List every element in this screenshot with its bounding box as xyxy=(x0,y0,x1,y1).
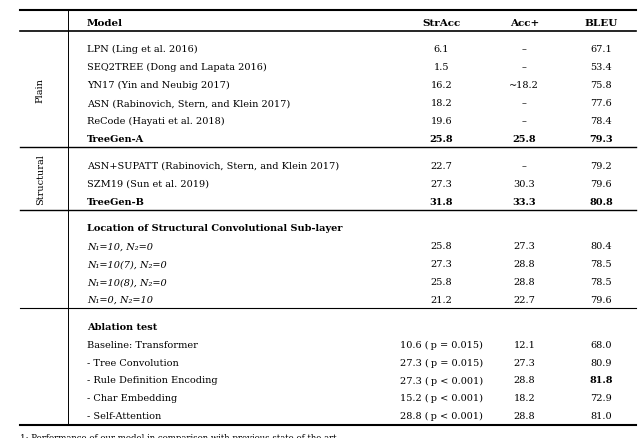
Text: Model: Model xyxy=(87,18,123,28)
Text: 6.1: 6.1 xyxy=(433,45,449,54)
Text: 78.5: 78.5 xyxy=(590,277,612,286)
Text: LPN (Ling et al. 2016): LPN (Ling et al. 2016) xyxy=(87,45,198,54)
Text: 1: Performance of our model in comparison with previous state of the art...: 1: Performance of our model in compariso… xyxy=(20,433,345,438)
Text: 25.8: 25.8 xyxy=(513,134,536,144)
Text: –: – xyxy=(522,161,527,170)
Text: 16.2: 16.2 xyxy=(431,81,452,90)
Text: StrAcc: StrAcc xyxy=(422,18,460,28)
Text: Location of Structural Convolutional Sub-layer: Location of Structural Convolutional Sub… xyxy=(87,224,342,233)
Text: 27.3: 27.3 xyxy=(513,242,535,251)
Text: 67.1: 67.1 xyxy=(590,45,612,54)
Text: 28.8: 28.8 xyxy=(513,277,535,286)
Text: - Rule Definition Encoding: - Rule Definition Encoding xyxy=(87,376,218,385)
Text: SZM19 (Sun et al. 2019): SZM19 (Sun et al. 2019) xyxy=(87,179,209,188)
Text: 78.4: 78.4 xyxy=(590,117,612,126)
Text: 25.8: 25.8 xyxy=(429,134,453,144)
Text: 68.0: 68.0 xyxy=(590,340,612,349)
Text: 27.3 ( p = 0.015): 27.3 ( p = 0.015) xyxy=(400,358,483,367)
Text: SEQ2TREE (Dong and Lapata 2016): SEQ2TREE (Dong and Lapata 2016) xyxy=(87,63,267,72)
Text: –: – xyxy=(522,117,527,126)
Text: Structural: Structural xyxy=(36,154,45,205)
Text: 18.2: 18.2 xyxy=(431,99,452,108)
Text: N₁=10(8), N₂=0: N₁=10(8), N₂=0 xyxy=(87,277,166,286)
Text: ~18.2: ~18.2 xyxy=(509,81,540,90)
Text: ASN (Rabinovich, Stern, and Klein 2017): ASN (Rabinovich, Stern, and Klein 2017) xyxy=(87,99,290,108)
Text: –: – xyxy=(522,45,527,54)
Text: 33.3: 33.3 xyxy=(513,197,536,206)
Text: 28.8 ( p < 0.001): 28.8 ( p < 0.001) xyxy=(400,411,483,420)
Text: 15.2 ( p < 0.001): 15.2 ( p < 0.001) xyxy=(400,393,483,403)
Text: –: – xyxy=(522,99,527,108)
Text: 27.3: 27.3 xyxy=(430,179,452,188)
Text: –: – xyxy=(522,63,527,72)
Text: 79.2: 79.2 xyxy=(590,161,612,170)
Text: 75.8: 75.8 xyxy=(590,81,612,90)
Text: N₁=0, N₂=10: N₁=0, N₂=10 xyxy=(87,295,153,304)
Text: 72.9: 72.9 xyxy=(590,393,612,403)
Text: 25.8: 25.8 xyxy=(431,277,452,286)
Text: 19.6: 19.6 xyxy=(431,117,452,126)
Text: 27.3: 27.3 xyxy=(513,358,535,367)
Text: N₁=10(7), N₂=0: N₁=10(7), N₂=0 xyxy=(87,260,166,268)
Text: Plain: Plain xyxy=(36,78,45,102)
Text: 28.8: 28.8 xyxy=(513,376,535,385)
Text: ASN+SUPATT (Rabinovich, Stern, and Klein 2017): ASN+SUPATT (Rabinovich, Stern, and Klein… xyxy=(87,161,339,170)
Text: ReCode (Hayati et al. 2018): ReCode (Hayati et al. 2018) xyxy=(87,117,225,126)
Text: - Tree Convolution: - Tree Convolution xyxy=(87,358,179,367)
Text: YN17 (Yin and Neubig 2017): YN17 (Yin and Neubig 2017) xyxy=(87,81,230,90)
Text: 30.3: 30.3 xyxy=(513,179,535,188)
Text: 27.3 ( p < 0.001): 27.3 ( p < 0.001) xyxy=(400,375,483,385)
Text: 22.7: 22.7 xyxy=(430,161,452,170)
Text: Acc+: Acc+ xyxy=(509,18,539,28)
Text: 1.5: 1.5 xyxy=(433,63,449,72)
Text: Baseline: Transformer: Baseline: Transformer xyxy=(87,340,198,349)
Text: 28.8: 28.8 xyxy=(513,411,535,420)
Text: 53.4: 53.4 xyxy=(590,63,612,72)
Text: 81.8: 81.8 xyxy=(589,376,612,385)
Text: - Char Embedding: - Char Embedding xyxy=(87,393,177,403)
Text: 81.0: 81.0 xyxy=(590,411,612,420)
Text: 21.2: 21.2 xyxy=(430,295,452,304)
Text: 80.4: 80.4 xyxy=(590,242,612,251)
Text: 31.8: 31.8 xyxy=(429,197,453,206)
Text: 10.6 ( p = 0.015): 10.6 ( p = 0.015) xyxy=(400,340,483,349)
Text: 77.6: 77.6 xyxy=(590,99,612,108)
Text: 80.9: 80.9 xyxy=(590,358,612,367)
Text: 18.2: 18.2 xyxy=(513,393,535,403)
Text: N₁=10, N₂=0: N₁=10, N₂=0 xyxy=(87,242,153,251)
Text: 28.8: 28.8 xyxy=(513,260,535,268)
Text: 12.1: 12.1 xyxy=(513,340,535,349)
Text: 25.8: 25.8 xyxy=(431,242,452,251)
Text: Ablation test: Ablation test xyxy=(87,322,157,331)
Text: 80.8: 80.8 xyxy=(589,197,613,206)
Text: 27.3: 27.3 xyxy=(430,260,452,268)
Text: 79.6: 79.6 xyxy=(590,179,612,188)
Text: 22.7: 22.7 xyxy=(513,295,535,304)
Text: TreeGen-B: TreeGen-B xyxy=(87,197,145,206)
Text: TreeGen-A: TreeGen-A xyxy=(87,134,144,144)
Text: 79.6: 79.6 xyxy=(590,295,612,304)
Text: BLEU: BLEU xyxy=(584,18,618,28)
Text: - Self-Attention: - Self-Attention xyxy=(87,411,161,420)
Text: 78.5: 78.5 xyxy=(590,260,612,268)
Text: 79.3: 79.3 xyxy=(589,134,613,144)
